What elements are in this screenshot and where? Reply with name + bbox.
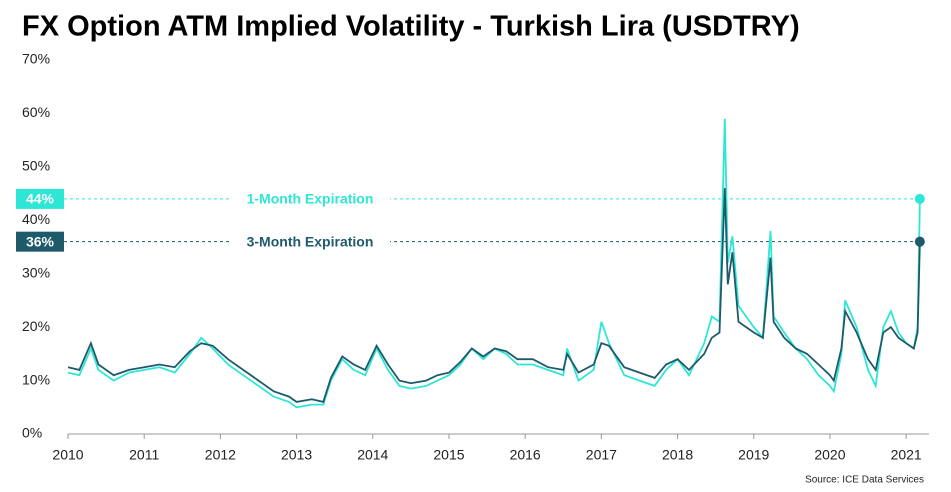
y-tick-label: 20% [22, 318, 50, 334]
legend-label: 3-Month Expiration [247, 233, 374, 249]
source: Source: ICE Data Services [805, 475, 924, 486]
end-label: 44% [26, 191, 55, 207]
end-marker [914, 236, 925, 247]
legend-bg [232, 189, 390, 208]
end-label-box [16, 188, 64, 209]
series-line [67, 118, 921, 409]
chart-title: FX Option ATM Implied Volatility - Turki… [22, 11, 800, 43]
x-tick-label: 2010 [52, 447, 83, 463]
x-tick-label: 2018 [662, 447, 693, 463]
legend-bg [232, 232, 390, 251]
end-marker [914, 193, 925, 204]
y-tick-label: 0% [22, 425, 42, 441]
y-tick-label: 50% [22, 158, 50, 174]
x-tick-label: 2017 [586, 447, 617, 463]
x-tick-label: 2016 [510, 447, 541, 463]
x-tick-label: 2021 [891, 447, 922, 463]
x-tick-label: 2019 [738, 447, 769, 463]
y-tick-label: 30% [22, 264, 50, 280]
end-label-box [16, 231, 64, 252]
y-tick-label: 40% [22, 211, 50, 227]
y-tick-label: 10% [22, 371, 50, 387]
legend-label: 1-Month Expiration [247, 191, 374, 207]
x-tick-label: 2020 [814, 447, 845, 463]
x-tick-label: 2012 [205, 447, 236, 463]
end-label: 36% [26, 233, 55, 249]
y-tick-label: 60% [22, 104, 50, 120]
x-tick-label: 2013 [281, 447, 312, 463]
y-tick-label: 70% [22, 51, 50, 67]
x-tick-label: 2015 [433, 447, 464, 463]
x-tick-label: 2014 [357, 447, 388, 463]
series-line [67, 188, 921, 403]
x-tick-label: 2011 [129, 447, 159, 463]
